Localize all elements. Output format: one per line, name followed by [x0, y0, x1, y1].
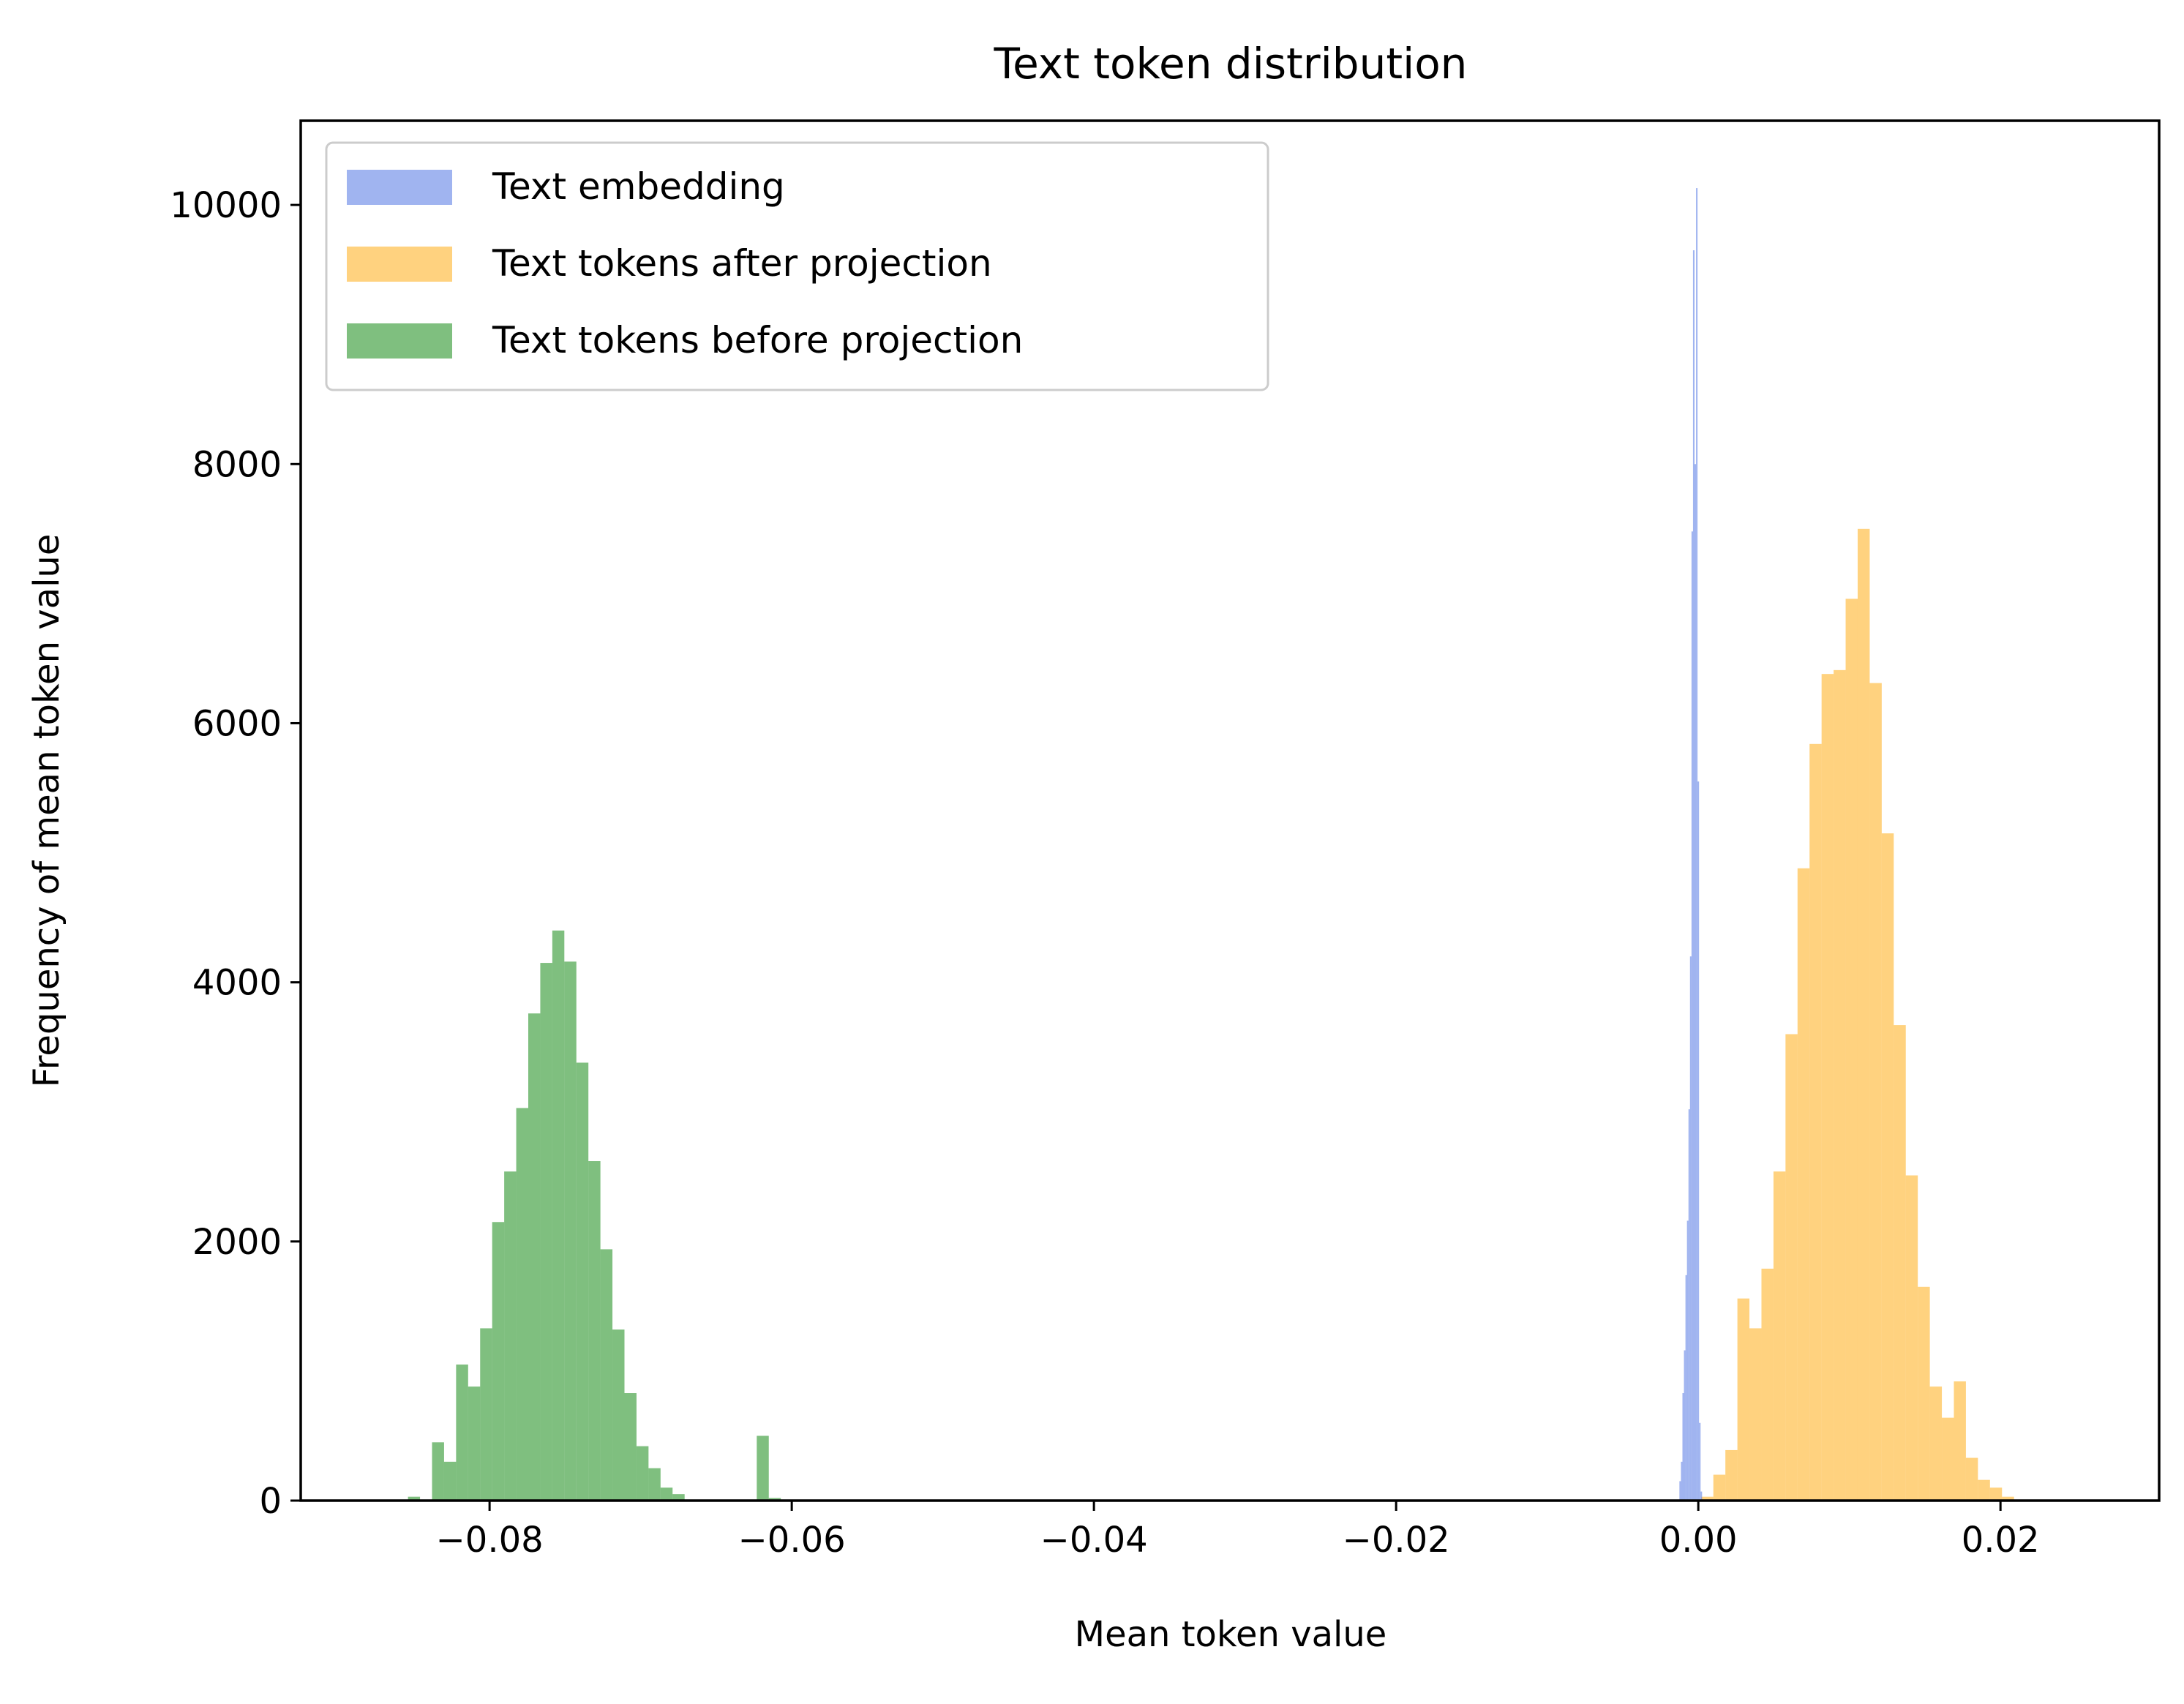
chart-title: Text token distribution [994, 39, 1468, 89]
histogram-bar [612, 1329, 625, 1501]
histogram-bar [1857, 528, 1870, 1501]
histogram-bar [1881, 833, 1894, 1501]
histogram-bar [660, 1487, 673, 1501]
y-tick-label: 6000 [192, 703, 282, 744]
histogram-bar [600, 1249, 613, 1501]
histogram-bar [516, 1108, 528, 1501]
x-tick-label: −0.06 [738, 1520, 846, 1561]
y-axis-ticks: 0 2000 4000 6000 8000 10000 [170, 185, 301, 1522]
series-1 [1701, 528, 2014, 1501]
histogram-bar [552, 930, 565, 1501]
histogram-bar [1761, 1269, 1774, 1501]
histogram-bar [1785, 1034, 1798, 1501]
histogram-bar [1834, 669, 1846, 1501]
y-axis-label: Frequency of mean token value [26, 534, 67, 1088]
histogram-bar [1697, 781, 1700, 1501]
histogram-bar [1978, 1479, 1990, 1501]
x-tick-label: −0.02 [1343, 1520, 1450, 1561]
histogram-bar [480, 1328, 492, 1501]
histogram-bar [492, 1222, 505, 1501]
histogram-bar [768, 1498, 781, 1501]
y-tick-label: 2000 [192, 1222, 282, 1263]
histogram-bar [1894, 1025, 1906, 1501]
histogram-bar [504, 1171, 517, 1501]
histogram-bar [1954, 1381, 1966, 1501]
histogram-bar [1686, 1220, 1689, 1501]
histogram-bar [1989, 1487, 2003, 1501]
histogram-bar [1699, 1422, 1701, 1501]
bars-layer [408, 188, 2014, 1501]
histogram-bar [1692, 250, 1695, 1501]
x-tick-label: 0.02 [1962, 1520, 2040, 1561]
legend-swatch [347, 170, 452, 205]
y-tick-label: 0 [259, 1481, 282, 1522]
histogram-bar [1869, 683, 1882, 1501]
legend-label: Text tokens before projection [492, 319, 1023, 361]
y-tick-label: 10000 [170, 185, 282, 226]
histogram-bar [1797, 868, 1810, 1501]
legend-swatch [347, 323, 452, 359]
legend-box [325, 141, 1269, 391]
series-2 [1679, 188, 1703, 1501]
x-axis-label: Mean token value [1075, 1614, 1387, 1655]
histogram-bar [1688, 1109, 1690, 1501]
histogram-bar [636, 1446, 649, 1501]
histogram-bar [1737, 1298, 1750, 1501]
x-axis-ticks: −0.08 −0.06 −0.04 −0.02 0.00 0.02 [436, 1501, 2040, 1561]
histogram-bar [1965, 1457, 1978, 1501]
plot-area-frame [299, 119, 2161, 1502]
x-tick-label: −0.04 [1040, 1520, 1148, 1561]
histogram-bar [1749, 1328, 1762, 1501]
histogram-bar [1685, 1275, 1687, 1501]
histogram-bar [1809, 743, 1822, 1501]
legend-swatch [347, 247, 452, 282]
histogram-bar [1773, 1171, 1786, 1501]
histogram-bar [468, 1386, 481, 1501]
histogram-bar [540, 963, 552, 1501]
histogram-bar [648, 1468, 661, 1501]
histogram-bar [1929, 1386, 1943, 1501]
x-tick-label: 0.00 [1659, 1520, 1738, 1561]
histogram-bar [576, 1062, 589, 1501]
legend-label: Text embedding [492, 165, 785, 208]
histogram-bar [757, 1435, 769, 1501]
series-0 [408, 930, 781, 1501]
histogram-bar [1695, 464, 1697, 1501]
x-tick-label: −0.08 [436, 1520, 544, 1561]
y-tick-label: 8000 [192, 444, 282, 485]
histogram-bar [564, 961, 577, 1501]
y-tick-label: 4000 [192, 963, 282, 1004]
histogram-bar [1918, 1286, 1930, 1501]
legend: Text embedding Text tokens after projecti… [325, 141, 1269, 391]
histogram-bar [624, 1393, 637, 1501]
histogram-bar [1700, 1491, 1703, 1501]
legend-label: Text tokens after projection [492, 242, 992, 285]
histogram-bar [1713, 1474, 1726, 1501]
histogram-bar [1682, 1393, 1684, 1501]
legend-items: Text embedding Text tokens after projecti… [347, 165, 1023, 361]
histogram-bar [1684, 1350, 1686, 1501]
histogram-bar [432, 1442, 444, 1501]
histogram-bar [528, 1013, 541, 1501]
histogram-bar [1691, 531, 1693, 1501]
histogram-bar [1905, 1175, 1918, 1501]
histogram-bar [1845, 598, 1858, 1501]
histogram-bar [456, 1365, 468, 1501]
histogram-bar [1689, 956, 1692, 1501]
histogram-bar [1681, 1461, 1683, 1501]
histogram-bar [1701, 1496, 1714, 1501]
histogram-bar [1725, 1449, 1738, 1501]
histogram-bar [588, 1161, 601, 1501]
histogram-bar [1821, 674, 1834, 1501]
histogram-bar [672, 1494, 685, 1501]
histogram-bar [1696, 188, 1698, 1501]
histogram-bar [1942, 1417, 1954, 1501]
histogram-bar [1679, 1481, 1681, 1501]
histogram-bar [2002, 1496, 2014, 1501]
histogram-bar [408, 1496, 421, 1501]
histogram-bar [443, 1461, 457, 1501]
